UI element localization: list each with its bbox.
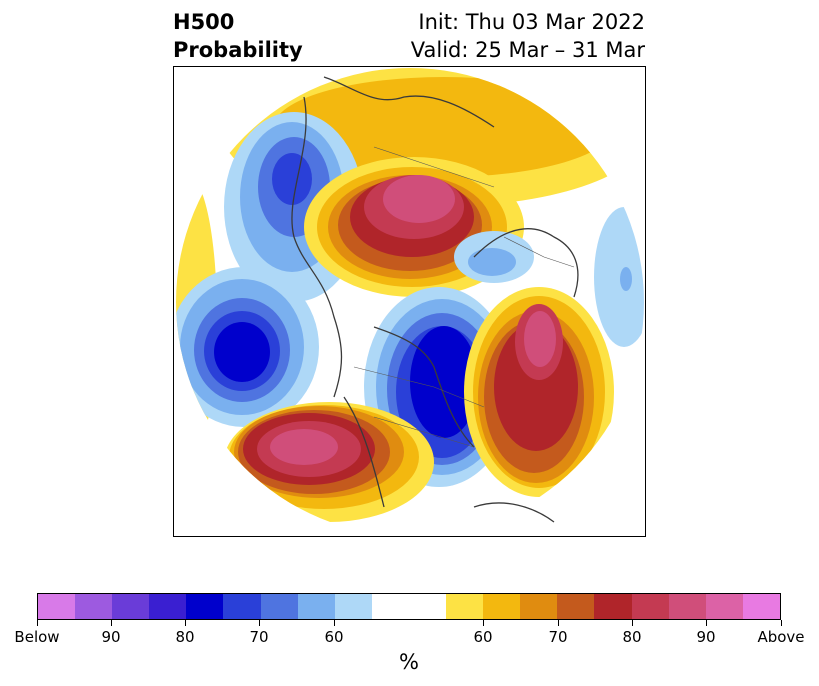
colorbar-segment (371, 594, 409, 619)
colorbar-unit-label: % (399, 650, 419, 674)
colorbar-segment (334, 594, 372, 619)
colorbar-segment (705, 594, 743, 619)
probability-field (176, 68, 644, 536)
colorbar-segment (408, 594, 447, 619)
colorbar-tick-label: 70 (548, 628, 568, 646)
colorbar-tick-label: 70 (249, 628, 269, 646)
map-canvas (176, 68, 644, 536)
colorbar-segment (260, 594, 298, 619)
title-right: Init: Thu 03 Mar 2022 Valid: 25 Mar – 31… (300, 8, 645, 64)
colorbar-tick (632, 620, 633, 626)
colorbar-tick-label: 90 (101, 628, 121, 646)
colorbar-tick-label: Above (757, 628, 805, 646)
valid-range: Valid: 25 Mar – 31 Mar (410, 38, 645, 62)
colorbar-segment (75, 594, 113, 619)
colorbar-segment (742, 594, 780, 619)
colorbar-tick (483, 620, 484, 626)
colorbar-segment (483, 594, 521, 619)
init-date: Init: Thu 03 Mar 2022 (418, 10, 645, 34)
colorbar-segment (186, 594, 224, 619)
probability-map (173, 66, 646, 537)
borders (353, 146, 575, 448)
colorbar-tick-label: 60 (473, 628, 493, 646)
colorbar-segment (38, 594, 76, 619)
colorbar-tick (37, 620, 38, 626)
colorbar-tick-label: 90 (696, 628, 716, 646)
colorbar-segment (446, 594, 484, 619)
colorbar-tick (259, 620, 260, 626)
colorbar-segment (223, 594, 261, 619)
colorbar-tick (558, 620, 559, 626)
colorbar-tick-label: 60 (324, 628, 344, 646)
colorbar-segment (557, 594, 595, 619)
colorbar-segment (631, 594, 669, 619)
coastlines (291, 76, 579, 523)
colorbar-tick-label: 80 (622, 628, 642, 646)
colorbar-tick-label: 80 (175, 628, 195, 646)
colorbar (37, 593, 781, 620)
colorbar-tick-label: Below (14, 628, 60, 646)
colorbar-tick (111, 620, 112, 626)
colorbar-segment (112, 594, 150, 619)
colorbar-segment (149, 594, 187, 619)
title-product: Probability (173, 38, 303, 62)
title-left: H500 Probability (173, 8, 303, 64)
colorbar-tick (781, 620, 782, 626)
colorbar-tick (334, 620, 335, 626)
colorbar-segment (297, 594, 335, 619)
colorbar-segment (520, 594, 558, 619)
colorbar-segment (594, 594, 632, 619)
colorbar-tick (706, 620, 707, 626)
colorbar-tick (185, 620, 186, 626)
title-variable: H500 (173, 10, 235, 34)
colorbar-segment (668, 594, 706, 619)
